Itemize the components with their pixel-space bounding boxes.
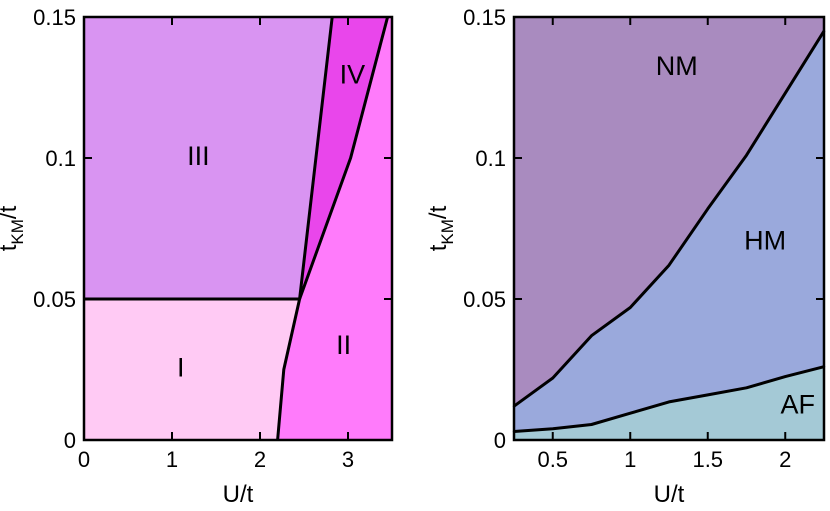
region-label-i: I — [177, 353, 185, 383]
y-tick-label: 0.1 — [475, 146, 506, 171]
phase-boundary-line-3 — [298, 16, 390, 300]
region-label-iii: III — [187, 141, 210, 171]
region-iii-fill — [84, 17, 333, 299]
y-tick-label: 0 — [64, 428, 76, 453]
data-point-hm — [590, 334, 593, 337]
y-axis-title: tKM/t — [425, 205, 457, 251]
region-label-af: AF — [780, 389, 815, 419]
plot-frame — [512, 15, 826, 442]
y-axis-title-tail: /t — [425, 205, 452, 219]
data-point-af — [590, 423, 593, 426]
right-phase-diagram: AF HM NM 0.5 1 1.5 2 0 0.05 0.1 0.15 U/t tKM/t — [425, 5, 826, 508]
region-i-fill — [84, 299, 300, 440]
data-point-hm — [745, 154, 748, 157]
x-tick-label: 1.5 — [692, 447, 723, 472]
y-axis-title-main: t — [0, 244, 22, 251]
data-point-hm — [667, 264, 671, 267]
y-axis-title: tKM/t — [0, 205, 27, 251]
y-tick-label: 0.05 — [463, 287, 506, 312]
x-tick-label: 2 — [779, 447, 791, 472]
data-point-hm — [629, 306, 632, 309]
y-tick-label: 0.05 — [33, 287, 76, 312]
y-axis-title-main: t — [425, 244, 452, 251]
plot-frame — [82, 15, 394, 442]
data-point-af — [706, 393, 709, 397]
x-tick-label: 0 — [78, 447, 90, 472]
region-label-nm: NM — [656, 51, 698, 81]
x-tick-label: 3 — [342, 447, 354, 472]
y-axis-title-tail: /t — [0, 205, 22, 219]
data-point-af — [629, 412, 632, 415]
x-tick-label: 1 — [166, 447, 178, 472]
region-nm-fill — [514, 17, 824, 407]
phase-boundary-line-2 — [276, 16, 334, 441]
y-tick-label: 0 — [494, 428, 506, 453]
y-axis-title-subscript: KM — [8, 219, 27, 245]
region-label-hm: HM — [744, 226, 786, 256]
y-tick-label: 0.1 — [45, 146, 76, 171]
y-tick-label: 0.15 — [463, 5, 506, 30]
data-point-hm — [706, 207, 709, 210]
y-axis-title-subscript: KM — [438, 219, 457, 245]
x-axis-title: U/t — [223, 481, 254, 508]
x-tick-label: 0.5 — [537, 447, 568, 472]
x-tick-label: 1 — [624, 447, 636, 472]
data-point-af — [667, 400, 671, 404]
x-axis-title: U/t — [654, 481, 685, 508]
data-point-hm — [551, 376, 554, 380]
data-point-af — [551, 427, 554, 430]
region-label-ii: II — [336, 330, 351, 360]
data-point-hm — [784, 91, 787, 95]
region-hm-fill — [514, 31, 824, 432]
region-label-iv: IV — [340, 59, 366, 89]
region-ii-fill — [277, 17, 392, 440]
data-point-af — [784, 375, 787, 378]
x-tick-label: 2 — [254, 447, 266, 472]
data-point-af — [745, 386, 748, 389]
region-iv-fill — [299, 17, 388, 299]
y-tick-label: 0.15 — [33, 5, 76, 30]
